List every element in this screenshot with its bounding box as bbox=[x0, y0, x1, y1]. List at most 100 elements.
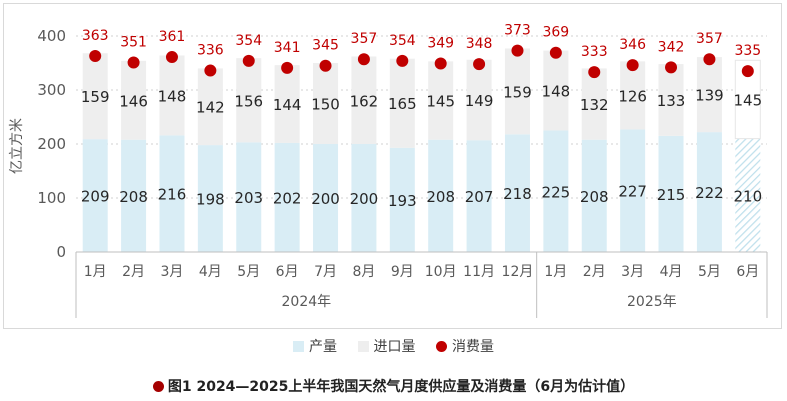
x-tick-label: 4月 bbox=[660, 264, 683, 280]
x-tick-label: 11月 bbox=[463, 264, 495, 280]
bar-imports bbox=[543, 50, 569, 131]
consumption-point bbox=[703, 53, 716, 66]
bar-imports bbox=[121, 60, 147, 140]
data-label-consumption: 357 bbox=[696, 31, 723, 47]
data-label-imports: 148 bbox=[542, 83, 571, 101]
bar-production bbox=[543, 130, 569, 252]
data-label-imports: 142 bbox=[196, 99, 225, 117]
data-label-production: 227 bbox=[618, 183, 647, 201]
data-label-imports: 159 bbox=[503, 83, 532, 101]
bar-production bbox=[389, 147, 415, 252]
x-tick-label: 1月 bbox=[544, 264, 567, 280]
data-label-consumption: 349 bbox=[427, 36, 454, 52]
bar-imports bbox=[159, 55, 185, 136]
legend-swatch-imports bbox=[357, 340, 369, 352]
consumption-point bbox=[204, 64, 217, 77]
figure-caption: 图1 2024—2025上半年我国天然气月度供应量及消费量（6月为估计值） bbox=[0, 376, 787, 396]
data-label-consumption: 363 bbox=[82, 28, 109, 44]
y-tick-label: 0 bbox=[56, 243, 66, 261]
consumption-point bbox=[242, 54, 255, 67]
data-label-imports: 145 bbox=[733, 91, 762, 109]
data-label-production: 198 bbox=[196, 191, 225, 209]
bar-production bbox=[466, 140, 492, 252]
y-tick-label: 100 bbox=[37, 189, 66, 207]
bar-production bbox=[696, 132, 722, 252]
bar-production bbox=[313, 144, 339, 252]
data-label-imports: 132 bbox=[580, 96, 609, 114]
consumption-point bbox=[127, 56, 140, 69]
data-label-production: 208 bbox=[426, 188, 455, 206]
consumption-point bbox=[626, 59, 639, 72]
x-tick-label: 1月 bbox=[84, 264, 107, 280]
legend-item-imports: 进口量 bbox=[357, 336, 416, 356]
data-label-production: 193 bbox=[388, 192, 417, 210]
consumption-point bbox=[357, 53, 370, 66]
legend-label-consumption: 消费量 bbox=[451, 339, 494, 355]
data-label-production: 208 bbox=[119, 188, 148, 206]
data-label-consumption: 369 bbox=[542, 25, 569, 41]
data-label-consumption: 348 bbox=[466, 36, 493, 52]
x-tick-label: 12月 bbox=[502, 264, 534, 280]
legend-swatch-production bbox=[293, 340, 305, 352]
data-label-consumption: 341 bbox=[274, 40, 301, 56]
legend-label-production: 产量 bbox=[309, 339, 338, 355]
data-label-consumption: 342 bbox=[658, 39, 685, 55]
bar-production bbox=[351, 144, 377, 252]
data-label-production: 200 bbox=[311, 190, 340, 208]
data-label-imports: 162 bbox=[350, 92, 379, 110]
x-tick-label: 10月 bbox=[425, 264, 457, 280]
data-label-production: 215 bbox=[657, 186, 686, 204]
bar-production bbox=[159, 135, 185, 252]
data-label-production: 216 bbox=[158, 186, 187, 204]
data-label-consumption: 333 bbox=[581, 44, 608, 60]
group-label: 2025年 bbox=[627, 294, 677, 310]
bar-production bbox=[236, 142, 262, 252]
bar-imports bbox=[658, 64, 684, 136]
data-label-consumption: 335 bbox=[734, 43, 761, 59]
data-label-production: 209 bbox=[81, 188, 110, 206]
data-label-imports: 148 bbox=[158, 87, 187, 105]
consumption-point bbox=[281, 61, 294, 74]
data-label-consumption: 345 bbox=[312, 38, 339, 54]
data-label-production: 207 bbox=[465, 188, 494, 206]
data-label-consumption: 354 bbox=[389, 33, 416, 49]
bar-imports bbox=[389, 58, 415, 148]
consumption-point bbox=[89, 49, 102, 62]
data-label-consumption: 346 bbox=[619, 37, 646, 53]
bar-production bbox=[504, 134, 530, 252]
data-label-imports: 126 bbox=[618, 87, 647, 105]
y-axis-title: 亿立方米 bbox=[9, 118, 25, 174]
legend: 产量 进口量 消费量 bbox=[0, 336, 787, 356]
bar-production bbox=[82, 139, 108, 252]
data-label-imports: 150 bbox=[311, 96, 340, 114]
data-label-consumption: 357 bbox=[351, 31, 378, 47]
bar-imports bbox=[236, 58, 262, 143]
bar-production bbox=[581, 139, 607, 252]
x-tick-label: 8月 bbox=[352, 264, 375, 280]
data-label-consumption: 361 bbox=[159, 29, 186, 45]
x-tick-label: 2月 bbox=[583, 264, 606, 280]
x-tick-label: 4月 bbox=[199, 264, 222, 280]
bar-production bbox=[658, 135, 684, 252]
bar-imports bbox=[428, 61, 454, 140]
x-tick-label: 2月 bbox=[122, 264, 145, 280]
data-label-imports: 145 bbox=[426, 93, 455, 111]
bar-production bbox=[620, 129, 646, 252]
data-label-production: 208 bbox=[580, 188, 609, 206]
bar-imports bbox=[466, 59, 492, 141]
bar-imports bbox=[581, 68, 607, 140]
data-label-imports: 149 bbox=[465, 92, 494, 110]
chart-frame bbox=[3, 3, 782, 329]
consumption-point bbox=[434, 57, 447, 70]
caption-text: 图1 2024—2025上半年我国天然气月度供应量及消费量（6月为估计值） bbox=[167, 379, 635, 395]
data-label-consumption: 336 bbox=[197, 43, 224, 59]
data-label-production: 218 bbox=[503, 185, 532, 203]
x-tick-label: 3月 bbox=[621, 264, 644, 280]
bar-imports bbox=[696, 57, 722, 133]
consumption-point bbox=[396, 54, 409, 67]
bar-production bbox=[274, 142, 300, 252]
legend-marker-consumption bbox=[435, 340, 447, 352]
y-tick-label: 400 bbox=[37, 27, 66, 45]
bar-imports bbox=[274, 65, 300, 143]
x-tick-label: 7月 bbox=[314, 264, 337, 280]
